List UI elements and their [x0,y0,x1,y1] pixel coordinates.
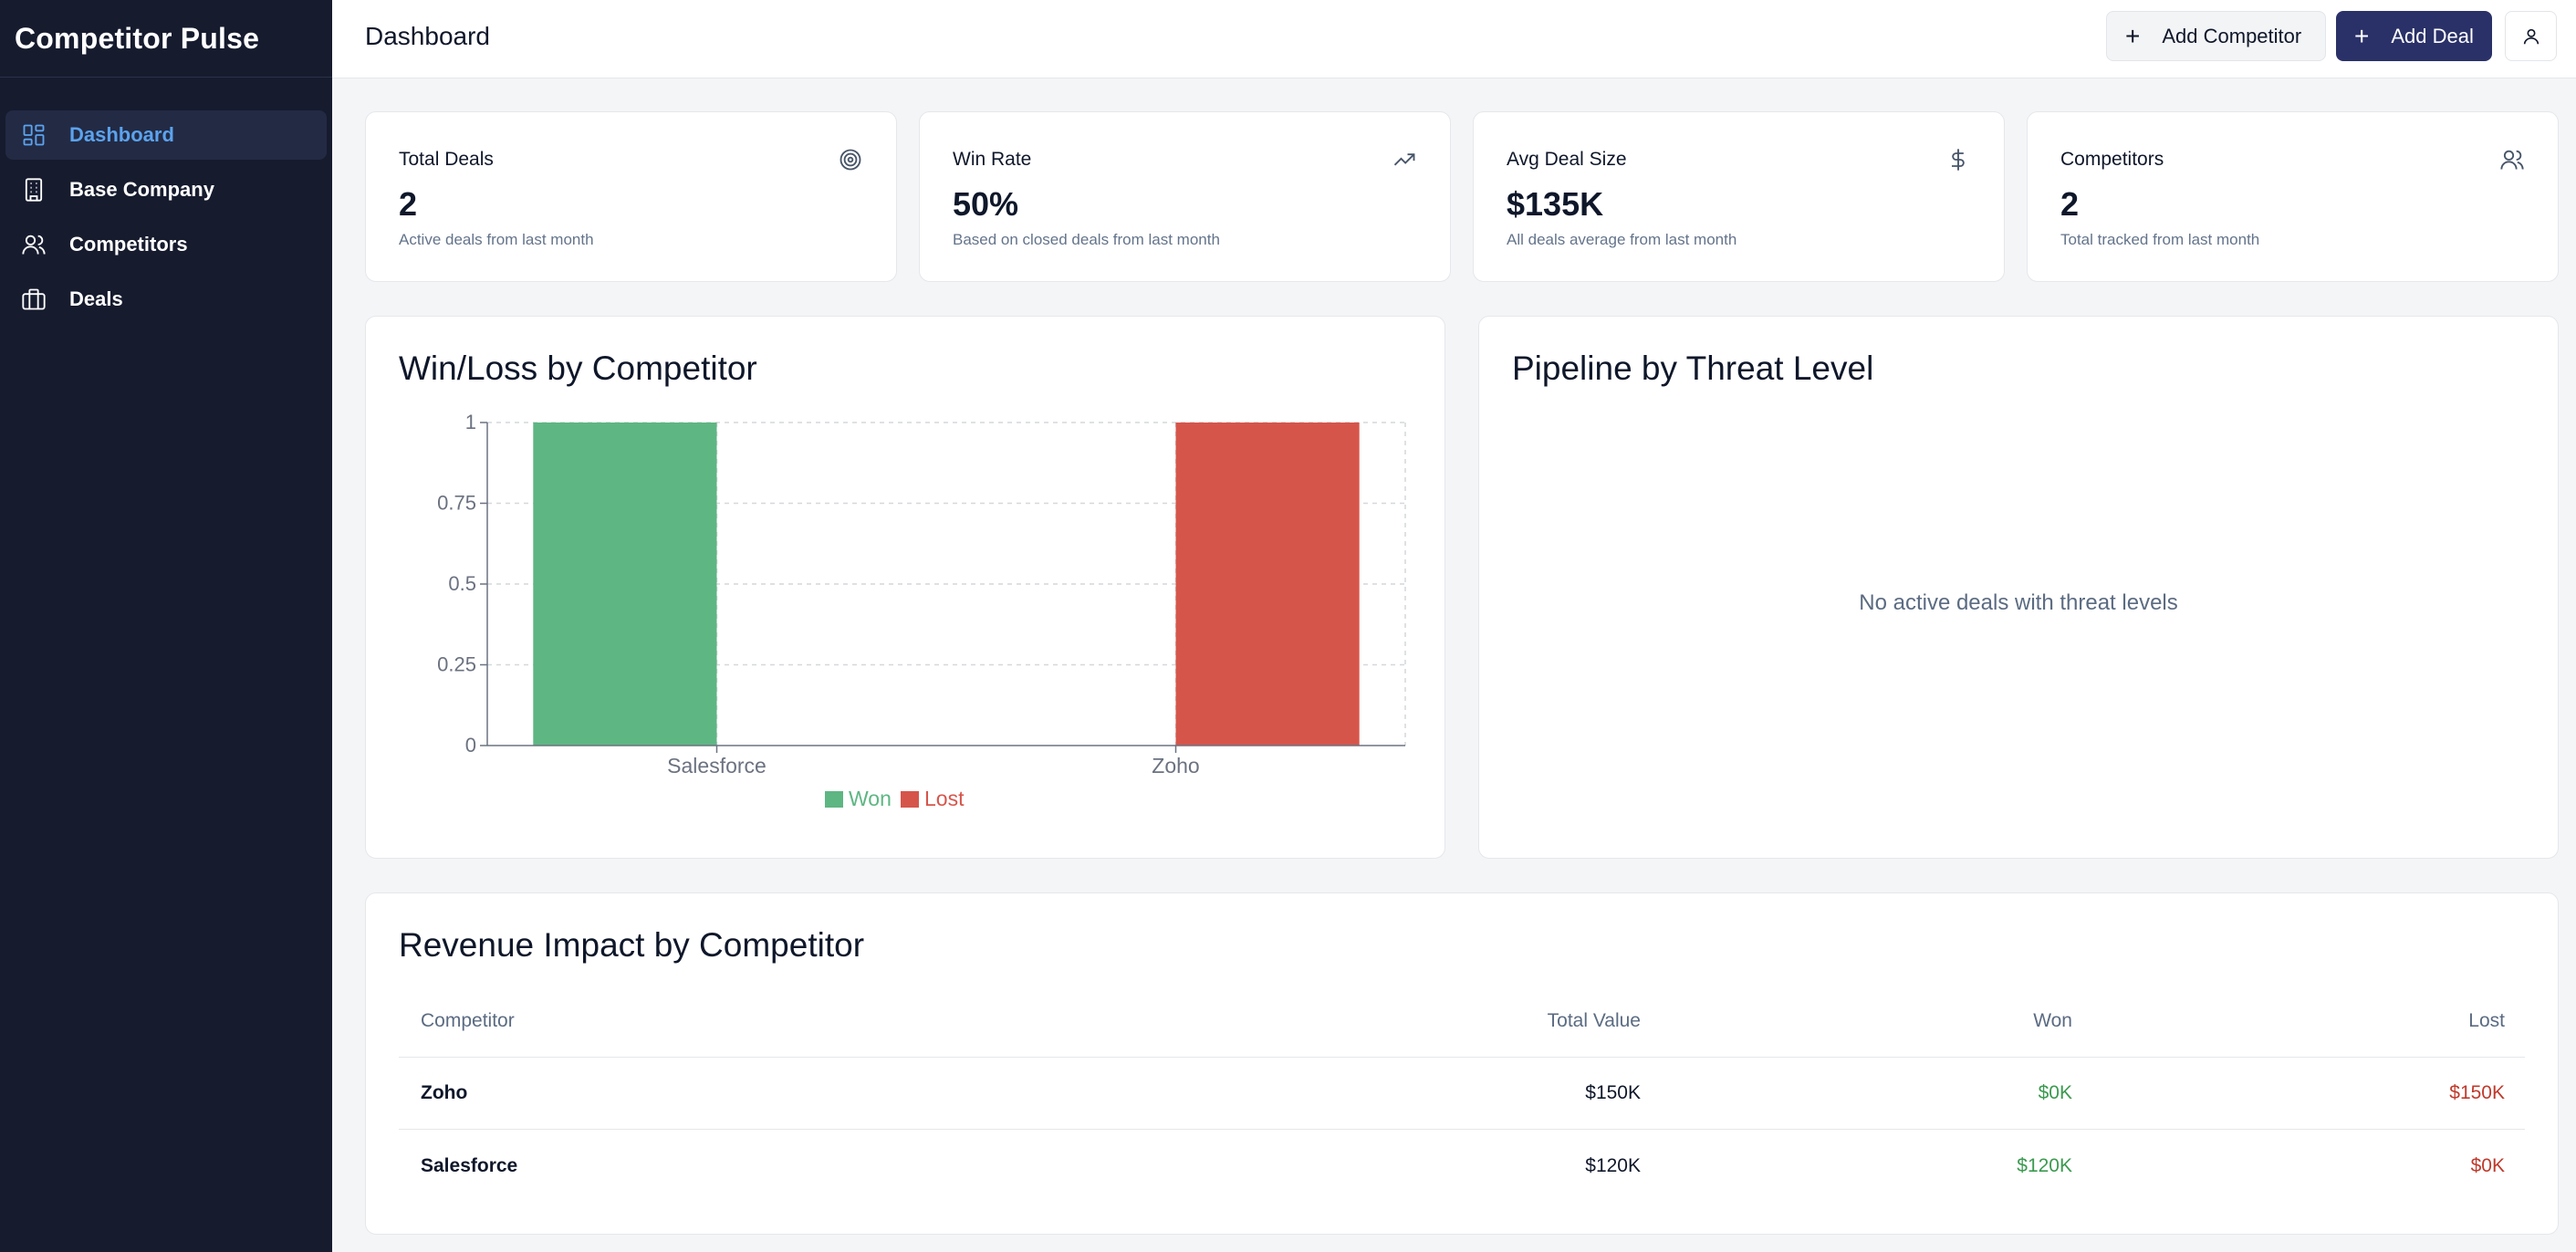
lost-cell: $150K [2449,1082,2505,1103]
column-header-total-value[interactable]: Total Value [1547,1009,1641,1031]
plus-icon: + [2125,21,2141,50]
winloss-chart: 0 0.25 0.5 0.75 1 Salesforce Zoho Won Lost [437,411,1406,810]
winloss-chart-card: Win/Loss by Competitor 0 0.25 0.5 0.75 1 Sale… [365,316,1445,859]
chart-title: Win/Loss by Competitor [399,350,757,387]
column-header-won[interactable]: Won [2033,1009,2072,1031]
stat-title: Competitors [2060,149,2164,170]
users-icon [20,231,47,258]
sidebar-nav: Dashboard Base Company Competitors Deals [0,78,332,324]
legend-swatch-won [825,791,843,808]
pipeline-title: Pipeline by Threat Level [1512,350,1874,387]
y-tick-label: 0.75 [437,492,476,515]
target-icon [838,147,863,172]
stat-title: Avg Deal Size [1507,149,1627,170]
revenue-table-card: Revenue Impact by Competitor Competitor … [365,892,2559,1235]
dashboard-icon [20,121,47,149]
stat-subtitle: Based on closed deals from last month [953,231,1220,248]
table-row[interactable]: Salesforce $120K $120K $0K [399,1130,2525,1202]
x-tick-label: Salesforce [667,754,767,777]
user-icon [2521,26,2541,47]
building-icon [20,176,47,203]
stat-card-competitors: Competitors 2 Total tracked from last mo… [2027,111,2559,282]
competitor-cell: Zoho [421,1082,468,1103]
stat-title: Total Deals [399,149,494,170]
sidebar-item-label: Competitors [69,233,188,256]
add-competitor-label: Add Competitor [2162,24,2302,47]
lost-cell: $0K [2470,1154,2505,1176]
add-deal-button[interactable]: + Add Deal [2336,11,2492,61]
bar-lost [1175,423,1360,746]
add-competitor-button[interactable]: + Add Competitor [2106,11,2326,61]
stat-subtitle: All deals average from last month [1507,231,1737,248]
briefcase-icon [20,286,47,313]
stat-card-total-deals: Total Deals 2 Active deals from last mon… [365,111,897,282]
stat-value: 2 [2060,185,2080,223]
sidebar: Competitor Pulse Dashboard Base Company … [0,0,332,1252]
sidebar-item-competitors[interactable]: Competitors [5,220,327,269]
users-icon [2499,147,2525,172]
stat-value: 2 [399,185,418,223]
stat-value: 50% [953,185,1019,223]
table-header-row: Competitor Total Value Won Lost [399,985,2525,1058]
user-menu-button[interactable] [2505,11,2557,61]
y-tick-label: 0.25 [437,653,476,676]
stat-value: $135K [1507,185,1604,223]
stat-subtitle: Active deals from last month [399,231,594,248]
y-tick-label: 1 [465,411,476,433]
table-row[interactable]: Zoho $150K $0K $150K [399,1058,2525,1130]
y-tick-label: 0 [465,734,476,756]
y-tick-label: 0.5 [448,572,476,595]
competitor-cell: Salesforce [421,1154,518,1176]
sidebar-item-deals[interactable]: Deals [5,275,327,324]
empty-state-message: No active deals with threat levels [1859,590,2178,615]
stat-subtitle: Total tracked from last month [2060,231,2260,248]
stat-card-win-rate: Win Rate 50% Based on closed deals from … [919,111,1451,282]
trending-up-icon [1392,147,1417,172]
app-logo[interactable]: Competitor Pulse [0,0,332,78]
sidebar-item-dashboard[interactable]: Dashboard [5,110,327,160]
x-tick-label: Zoho [1152,754,1199,777]
won-cell: $120K [2017,1154,2072,1176]
column-header-lost[interactable]: Lost [2468,1009,2505,1031]
page-title: Dashboard [365,22,490,50]
legend-swatch-lost [901,791,919,808]
column-header-competitor[interactable]: Competitor [421,1009,515,1031]
stat-card-avg-deal-size: Avg Deal Size $135K All deals average fr… [1473,111,2005,282]
revenue-table: Competitor Total Value Won Lost Zoho $15… [399,985,2525,1202]
plus-icon: + [2354,21,2370,50]
sidebar-item-label: Base Company [69,178,214,201]
sidebar-item-label: Dashboard [69,123,174,146]
sidebar-item-label: Deals [69,287,123,310]
stat-title: Win Rate [953,149,1032,170]
won-cell: $0K [2038,1082,2072,1103]
bar-won [533,423,717,746]
total-value-cell: $120K [1585,1154,1641,1176]
add-deal-label: Add Deal [2391,24,2474,47]
sidebar-item-base-company[interactable]: Base Company [5,165,327,214]
legend-label-lost: Lost [924,787,965,810]
pipeline-card: Pipeline by Threat Level No active deals… [1478,316,2559,859]
revenue-title: Revenue Impact by Competitor [399,926,865,964]
total-value-cell: $150K [1585,1082,1641,1103]
top-header: Dashboard + Add Competitor + Add Deal [332,0,2576,78]
legend-label-won: Won [849,787,892,810]
dollar-icon [1945,147,1971,172]
